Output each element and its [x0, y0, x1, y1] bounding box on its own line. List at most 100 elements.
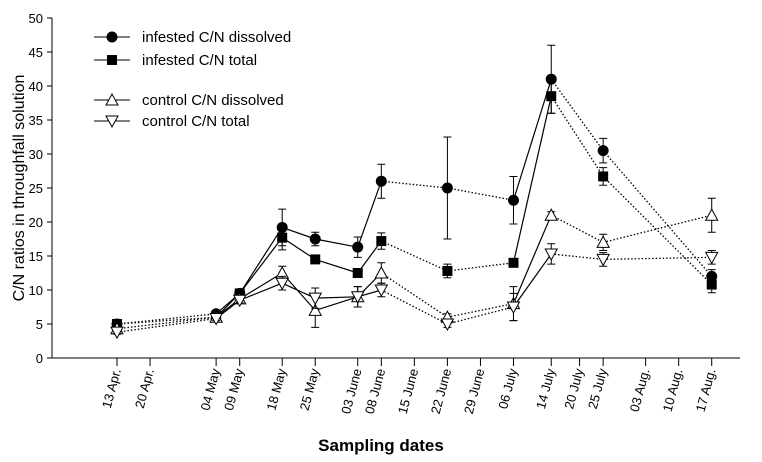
line-segment	[239, 282, 283, 301]
line-segment	[281, 282, 316, 299]
marker	[597, 145, 609, 157]
x-tick-label: 25 July	[585, 366, 610, 410]
marker	[352, 241, 364, 253]
line-segment	[357, 240, 382, 274]
x-tick-label: 08 June	[362, 367, 388, 416]
marker	[375, 175, 387, 187]
marker	[308, 292, 323, 306]
x-tick-label: 06 July	[495, 366, 520, 410]
y-axis-title: C/N ratios in throughfall solution	[11, 75, 28, 302]
x-tick-label: 03 Aug.	[627, 367, 653, 413]
marker	[309, 233, 321, 245]
line-segment	[551, 253, 604, 261]
line-segment	[116, 317, 217, 333]
line-segment	[603, 214, 712, 244]
marker	[544, 248, 559, 262]
legend-label: infested C/N dissolved	[142, 29, 291, 46]
line-segment	[603, 256, 712, 261]
y-tick-label: 20	[29, 215, 43, 230]
marker	[706, 279, 717, 290]
line-segment	[602, 175, 713, 286]
marker	[275, 277, 290, 291]
x-tick-label: 22 June	[428, 367, 454, 416]
y-tick-label: 45	[29, 45, 43, 60]
legend-marker	[106, 31, 118, 43]
marker	[440, 318, 455, 332]
line-segment	[381, 180, 448, 189]
marker	[110, 326, 124, 340]
x-tick-label: 20 Apr.	[132, 367, 157, 410]
line-segment	[282, 226, 316, 240]
line-segment	[315, 258, 358, 274]
legend-marker	[105, 92, 119, 106]
line-segment	[512, 96, 552, 263]
marker	[704, 251, 719, 265]
line-segment	[447, 302, 514, 318]
marker	[506, 301, 521, 315]
y-tick-label: 25	[29, 181, 43, 196]
x-tick-label: 29 June	[461, 367, 487, 416]
marker	[308, 303, 323, 316]
legend-label: infested C/N total	[142, 52, 257, 69]
line-segment	[357, 180, 382, 248]
marker	[376, 236, 387, 247]
line-segment	[447, 262, 514, 272]
x-axis-title: Sampling dates	[318, 436, 444, 455]
marker	[507, 194, 519, 206]
line-segment	[281, 237, 316, 260]
legend-marker	[105, 115, 119, 129]
x-tick-label: 17 Aug.	[693, 367, 719, 413]
x-tick-label: 04 May	[197, 366, 223, 412]
legend-label: control C/N total	[142, 113, 250, 130]
line-segment	[315, 296, 358, 311]
legend-label: control C/N dissolved	[142, 92, 284, 109]
x-tick-label: 20 July	[561, 366, 586, 410]
y-tick-label: 50	[29, 11, 43, 26]
x-tick-label: 14 July	[533, 366, 558, 410]
legend: infested C/N dissolved infested C/N total…	[94, 29, 291, 130]
y-tick-label: 10	[29, 283, 43, 298]
marker	[209, 313, 223, 326]
marker	[232, 294, 247, 308]
line-segment	[512, 253, 552, 308]
line-segment	[550, 95, 604, 177]
line-segment	[550, 78, 604, 151]
marker	[596, 253, 611, 267]
marker	[596, 235, 611, 248]
x-tick-label: 13 Apr.	[99, 367, 124, 410]
legend-marker	[107, 55, 117, 65]
marker	[704, 208, 719, 221]
y-tick-label: 0	[36, 351, 43, 366]
marker	[598, 171, 609, 182]
x-tick-label: 25 May	[297, 366, 323, 412]
line-segment	[447, 306, 514, 325]
marker	[374, 284, 389, 298]
marker	[352, 268, 363, 278]
marker	[508, 257, 519, 268]
line-segment	[116, 313, 217, 325]
y-tick-label: 30	[29, 147, 43, 162]
marker	[442, 265, 453, 276]
y-tick-label: 35	[29, 113, 43, 128]
line-segment	[380, 272, 448, 318]
marker	[350, 291, 365, 304]
marker	[544, 208, 559, 221]
marker	[546, 91, 557, 102]
marker	[277, 232, 288, 243]
line-segment	[447, 187, 514, 201]
line-segment	[239, 237, 283, 294]
line-segment	[512, 214, 552, 304]
x-tick-label: 09 May	[221, 366, 247, 412]
y-tick-label: 15	[29, 249, 43, 264]
y-tick-label: 40	[29, 79, 43, 94]
line-segment	[381, 240, 448, 272]
x-tick-label: 10 Aug.	[660, 367, 686, 413]
line-segment	[116, 316, 217, 330]
marker	[374, 265, 389, 279]
x-tick-label: 18 May	[264, 366, 290, 412]
line-segment	[512, 79, 552, 201]
line-segment	[116, 316, 217, 325]
x-tick-label: 03 June	[338, 367, 364, 416]
